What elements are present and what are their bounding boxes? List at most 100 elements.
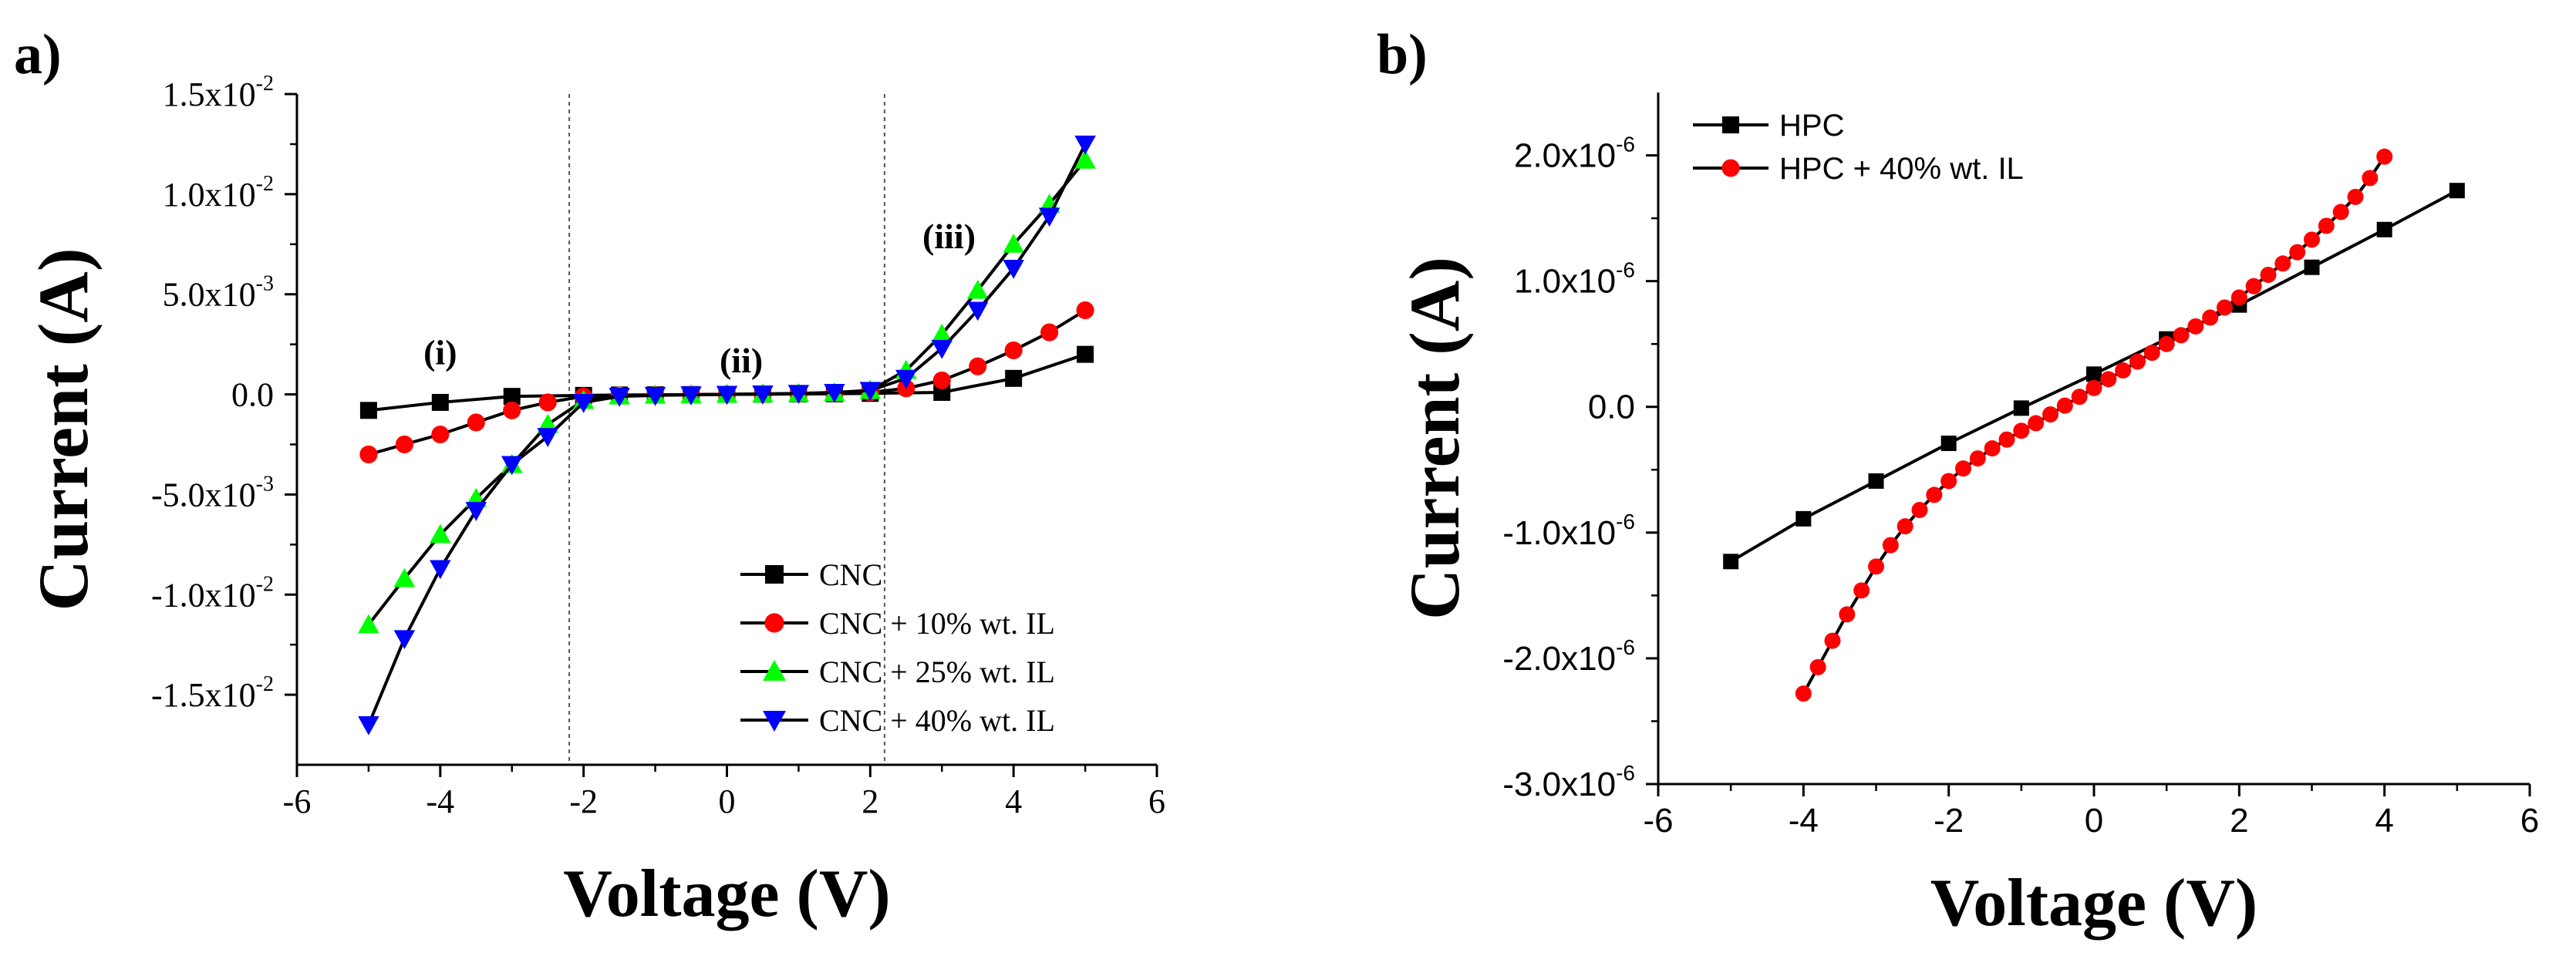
data-point xyxy=(895,369,917,389)
data-point xyxy=(1723,554,1739,570)
data-point xyxy=(431,425,450,444)
data-point xyxy=(1040,323,1059,342)
x-axis-label: Voltage (V) xyxy=(563,857,890,931)
data-point xyxy=(2086,366,2102,382)
y-tick-label: 5.0x10-3 xyxy=(163,272,274,314)
data-point xyxy=(966,279,989,299)
data-point xyxy=(467,413,485,432)
data-point xyxy=(2318,217,2335,234)
data-point xyxy=(644,386,666,406)
x-tick-label: 2 xyxy=(2230,802,2248,840)
data-point xyxy=(395,435,413,454)
data-point xyxy=(931,323,953,343)
y-tick-label: 0.0 xyxy=(1588,389,1635,426)
legend-marker xyxy=(763,660,786,681)
y-tick-label: 1.0x10-6 xyxy=(1514,258,1635,301)
data-point xyxy=(1003,259,1024,279)
data-point xyxy=(2013,400,2029,416)
data-point xyxy=(503,401,521,419)
y-tick-label: -5.0x10-3 xyxy=(151,472,274,513)
data-point xyxy=(2304,231,2320,248)
data-point xyxy=(1076,301,1094,320)
y-tick-label: 1.5x10-2 xyxy=(163,72,274,113)
data-point xyxy=(501,456,523,476)
data-point xyxy=(787,385,810,405)
data-point xyxy=(932,371,951,389)
x-axis-label: Voltage (V) xyxy=(1930,866,2257,941)
data-point xyxy=(1074,135,1096,155)
data-point xyxy=(358,614,379,634)
data-point xyxy=(1955,460,1971,477)
legend-marker xyxy=(763,711,786,732)
data-point xyxy=(430,523,451,544)
data-point xyxy=(1809,658,1826,675)
data-point xyxy=(1940,436,1957,452)
y-axis-label: Current (A) xyxy=(24,248,103,611)
data-point xyxy=(2042,406,2058,423)
data-point xyxy=(2289,244,2306,261)
x-tick-label: 2 xyxy=(861,783,878,820)
x-tick-label: -2 xyxy=(1934,802,1964,840)
data-point xyxy=(2143,345,2160,362)
data-point xyxy=(572,393,595,413)
chart-panel-a: a) -6 -4 -2 0 2 4 6 -1.5x10-2 -1.0x10-2 -5.0x10-3 0… xyxy=(14,23,1165,931)
x-tick-label: 0 xyxy=(719,783,736,820)
y-tick-label: -1.0x10-6 xyxy=(1502,510,1635,552)
data-point xyxy=(2217,299,2233,316)
legend-label: CNC + 25% wt. IL xyxy=(819,655,1055,689)
data-point xyxy=(2362,170,2379,187)
data-point xyxy=(1998,431,2015,448)
data-point xyxy=(752,385,774,405)
legend-label: CNC + 10% wt. IL xyxy=(819,606,1055,641)
data-point xyxy=(716,385,738,406)
legend-label: CNC xyxy=(819,557,882,592)
series-1 xyxy=(1795,148,2393,702)
data-point xyxy=(393,630,416,650)
data-point xyxy=(609,388,630,407)
x-tick-label: -4 xyxy=(1789,802,1819,840)
data-point xyxy=(1868,558,1884,575)
data-point xyxy=(1940,473,1957,490)
data-point xyxy=(2056,397,2073,414)
data-point xyxy=(2013,422,2030,439)
data-point xyxy=(538,393,557,412)
x-tick-label: -2 xyxy=(569,783,598,820)
data-point xyxy=(859,382,882,402)
region-annotation: (ii) xyxy=(720,341,763,380)
data-point xyxy=(2115,362,2132,379)
panel-label: a) xyxy=(14,23,62,86)
data-point xyxy=(2100,371,2117,388)
legend-label: CNC + 40% wt. IL xyxy=(819,703,1055,738)
data-point xyxy=(465,502,487,521)
data-point xyxy=(2028,415,2045,432)
x-tick-label: 6 xyxy=(2520,802,2539,840)
legend: HPC HPC + 40% wt. IL xyxy=(1693,109,2024,186)
data-point xyxy=(1038,207,1060,227)
data-point xyxy=(393,567,416,587)
x-tick-label: -4 xyxy=(427,783,455,820)
data-point xyxy=(359,445,378,464)
data-point xyxy=(2173,327,2190,344)
data-point xyxy=(2376,221,2392,237)
data-point xyxy=(1003,234,1024,253)
y-tick-label: -1.0x10-2 xyxy=(151,572,274,614)
y-tick-label: -2.0x10-6 xyxy=(1502,635,1635,678)
data-point xyxy=(1897,518,1913,535)
data-point xyxy=(1077,345,1094,363)
data-point xyxy=(1853,582,1870,599)
x-tick-label: -6 xyxy=(283,783,312,820)
x-tick-label: 4 xyxy=(2375,802,2393,840)
data-point xyxy=(2332,204,2349,220)
series-1 xyxy=(359,301,1094,464)
data-point xyxy=(2158,335,2175,352)
data-point xyxy=(1004,341,1023,359)
data-point xyxy=(966,301,989,321)
data-point xyxy=(2129,353,2146,370)
data-point xyxy=(2449,183,2465,199)
data-point xyxy=(680,386,702,406)
data-point xyxy=(1795,510,1812,527)
data-point xyxy=(431,393,449,411)
data-point xyxy=(1074,149,1096,169)
series-line xyxy=(368,308,1087,456)
data-point xyxy=(1969,450,1986,467)
